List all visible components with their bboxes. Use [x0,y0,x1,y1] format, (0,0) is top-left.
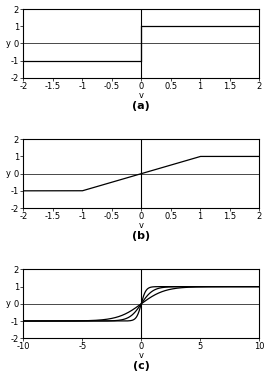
Text: (c): (c) [133,361,150,371]
Y-axis label: y: y [6,39,11,48]
Text: (a): (a) [132,101,150,111]
Y-axis label: y: y [6,299,11,308]
Text: (b): (b) [132,231,150,241]
X-axis label: v: v [139,352,144,360]
X-axis label: v: v [139,221,144,230]
X-axis label: v: v [139,91,144,100]
Y-axis label: y: y [6,169,11,178]
